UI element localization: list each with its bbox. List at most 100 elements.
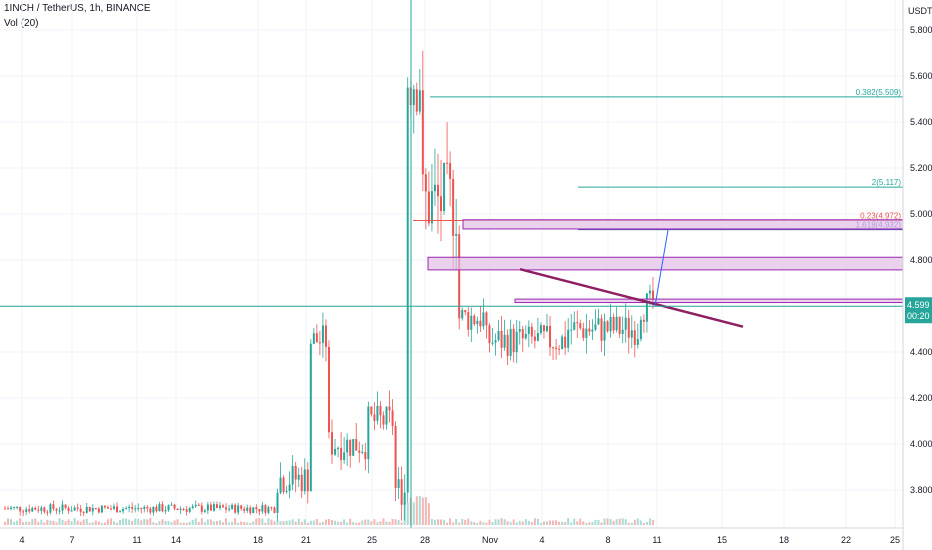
candle-body (294, 465, 297, 480)
volume-bar (436, 519, 439, 525)
volume-bar (64, 521, 67, 525)
volume-bar (506, 521, 509, 525)
volume-bar (309, 520, 312, 525)
price-tick-label: 5.200 (910, 163, 932, 173)
candle-body (109, 508, 112, 510)
candle-body (88, 506, 91, 512)
candle-body (370, 406, 373, 415)
candle-body (122, 508, 125, 512)
volume-indicator-label[interactable]: Vol (20) (4, 18, 39, 29)
volume-bar (594, 519, 597, 525)
volume-bar (218, 520, 221, 525)
candle-body (40, 507, 43, 511)
time-tick-label: 7 (69, 535, 74, 545)
candle-body (188, 508, 191, 512)
candle-body (240, 505, 243, 509)
volume-bar (22, 522, 25, 525)
volume-bar (555, 520, 558, 525)
volume-bar (503, 519, 506, 525)
candle-body (267, 507, 270, 513)
candle-body (315, 333, 318, 343)
volume-bar (158, 521, 161, 525)
fib-level-label: 0.382(5.509) (856, 88, 902, 97)
last-price-badge (905, 297, 932, 324)
candle-body (143, 506, 146, 509)
volume-bar (645, 521, 648, 525)
volume-bar (385, 521, 388, 525)
volume-bar (349, 518, 352, 525)
candle-body (376, 405, 379, 421)
chart-symbol-title[interactable]: 1INCH / TetherUS, 1h, BINANCE (4, 3, 151, 14)
volume-bar (648, 518, 651, 525)
candle-body (400, 479, 403, 505)
volume-bar (400, 522, 403, 525)
candle-body (452, 178, 455, 236)
candle-body (382, 415, 385, 425)
candle-body (125, 508, 128, 510)
candle-body (391, 410, 394, 426)
volume-bar (612, 520, 615, 525)
candle-body (167, 505, 170, 511)
price-tick-label: 4.400 (910, 347, 932, 357)
candle-body (545, 326, 548, 332)
price-tick-label: 5.000 (910, 209, 932, 219)
drawings: 0.382(5.509)2(5.117)0.23(4.972)1.618(4.9… (0, 0, 904, 528)
candle-body (624, 317, 627, 330)
volume-bar (597, 519, 600, 525)
candle-body (197, 504, 200, 506)
volume-bar (512, 519, 515, 525)
candle-body (415, 89, 418, 112)
candle-body (31, 507, 34, 512)
volume-bar (249, 522, 252, 525)
candle-body (94, 508, 97, 510)
candle-body (222, 505, 225, 508)
candle-body (58, 510, 61, 512)
candle-body (512, 328, 515, 353)
volume-bar (194, 518, 197, 525)
volume-bar (179, 522, 182, 525)
candle-body (318, 342, 321, 344)
volume-bar (482, 522, 485, 525)
candle-body (585, 328, 588, 338)
volume-bar (361, 520, 364, 525)
volume-bar (421, 497, 424, 525)
time-tick-label: 21 (301, 535, 311, 545)
volume-bar (479, 520, 482, 525)
candle-body (491, 342, 494, 344)
volume-bar (388, 521, 391, 525)
candle-body (388, 406, 391, 411)
candle-body (179, 508, 182, 510)
volume-bar (231, 521, 234, 525)
volume-bar (188, 521, 191, 525)
volume-bar (137, 518, 140, 525)
candle-body (558, 348, 561, 350)
volume-bar (97, 521, 100, 525)
candle-body (500, 330, 503, 348)
candle-body (282, 477, 285, 492)
candle-body (70, 510, 73, 512)
candle-body (49, 504, 52, 513)
candle-body (473, 315, 476, 325)
volume-bar (321, 521, 324, 525)
candle-body (618, 316, 621, 334)
candle-countdown: 00:20 (907, 311, 930, 321)
volume-bar (621, 518, 624, 525)
volume-bar (443, 519, 446, 525)
volume-bar (128, 519, 131, 525)
candle-body (364, 451, 367, 460)
candle-body (285, 490, 288, 492)
candle-body (152, 506, 155, 513)
volume-bar (585, 522, 588, 525)
candle-body (443, 162, 446, 212)
volume-bar (427, 503, 430, 525)
volume-bar (25, 521, 28, 525)
volume-bar (167, 520, 170, 525)
time-tick-label: 18 (779, 535, 789, 545)
volume-bar (155, 522, 158, 525)
candle-body (306, 469, 309, 492)
candle-body (19, 506, 22, 512)
volume-bar (4, 521, 6, 525)
volume-bar (564, 522, 567, 525)
candle-body (552, 347, 555, 349)
